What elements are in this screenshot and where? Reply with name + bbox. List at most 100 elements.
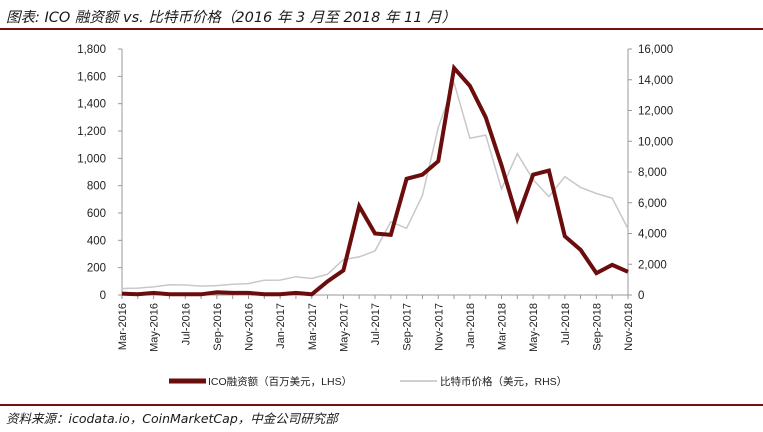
btc-point — [311, 278, 313, 280]
footer-divider — [0, 404, 763, 406]
btc-point — [327, 273, 329, 275]
y-right-tick-label: 12,000 — [638, 106, 673, 118]
ico-point — [279, 294, 281, 296]
btc-point — [264, 279, 266, 281]
ico-point — [517, 218, 519, 220]
ico-point — [248, 292, 250, 294]
source-note: 资料来源：icodata.io，CoinMarketCap，中金公司研究部 — [6, 411, 338, 426]
y-left-tick-label: 600 — [87, 208, 106, 220]
btc-point — [485, 134, 487, 136]
y-right-tick-label: 10,000 — [638, 136, 673, 148]
x-tick-label: Sep-2018 — [591, 303, 603, 351]
y-left-tick-label: 1,200 — [77, 126, 106, 138]
btc-point — [611, 197, 613, 199]
x-tick-label: May-2018 — [528, 303, 540, 352]
ico-point — [232, 292, 234, 294]
x-tick-label: Jul-2018 — [560, 303, 572, 345]
btc-point — [216, 285, 218, 287]
legend-label-ico: ICO融资额（百万美元，LHS） — [208, 375, 352, 388]
btc-series-line — [121, 80, 629, 290]
btc-point — [137, 287, 139, 289]
y-left-tick-label: 1,000 — [77, 153, 106, 165]
btc-point — [501, 188, 503, 190]
ico-point — [295, 292, 297, 294]
btc-point — [295, 276, 297, 278]
ico-point — [580, 249, 582, 251]
btc-point — [121, 288, 123, 290]
x-tick-label: Jul-2017 — [370, 303, 382, 345]
ico-point — [564, 235, 566, 237]
x-tick-label: Nov-2016 — [244, 303, 256, 351]
btc-point — [517, 153, 519, 155]
ico-point — [485, 117, 487, 119]
btc-point — [627, 228, 629, 230]
ico-point — [327, 281, 329, 283]
ico-point — [264, 294, 266, 296]
y-right-tick-label: 0 — [638, 290, 644, 302]
ico-point — [390, 234, 392, 236]
chart-svg: 0 200 400 600 800 1,000 1,200 1,400 1,600 1,800 0 2… — [77, 44, 673, 388]
ico-point — [453, 67, 455, 69]
y-right-tick-label: 4,000 — [638, 229, 667, 241]
ico-point — [532, 174, 534, 176]
ico-point — [358, 205, 360, 207]
btc-point — [358, 256, 360, 258]
ico-point — [121, 293, 123, 295]
btc-point — [390, 221, 392, 223]
btc-series-layer — [121, 80, 629, 290]
y-right-tick-label: 16,000 — [638, 44, 673, 56]
x-tick-label: May-2017 — [338, 303, 350, 352]
btc-point — [153, 286, 155, 288]
ico-series-layer — [121, 63, 629, 297]
x-tick-label: Mar-2018 — [497, 303, 509, 350]
btc-point — [469, 137, 471, 139]
btc-point — [596, 193, 598, 195]
y-left-tick-label: 800 — [87, 181, 106, 193]
ico-point — [611, 264, 613, 266]
ico-point — [184, 294, 186, 296]
ico-point — [596, 272, 598, 274]
y-left-tick-label: 200 — [87, 263, 106, 275]
x-tick-label: Mar-2017 — [307, 303, 319, 350]
btc-point — [200, 285, 202, 287]
ico-point — [153, 292, 155, 294]
y-left-tick-label: 1,800 — [77, 44, 106, 56]
x-tick-label: Mar-2016 — [117, 303, 129, 350]
btc-point — [564, 176, 566, 178]
btc-point — [580, 187, 582, 189]
x-tick-label: May-2016 — [149, 303, 161, 352]
ico-series-line — [121, 63, 629, 297]
chart-title: 图表: ICO 融资额 vs. 比特币价格（2016 年 3 月至 2018 年… — [6, 10, 457, 26]
ico-point — [548, 170, 550, 172]
btc-point — [169, 284, 171, 286]
ico-point — [422, 174, 424, 176]
ico-point — [627, 271, 629, 273]
x-tick-label: Sep-2017 — [402, 303, 414, 351]
legend-label-btc: 比特币价格（美元，RHS） — [440, 375, 567, 388]
btc-point — [422, 195, 424, 197]
title-divider — [0, 28, 763, 30]
btc-point — [248, 283, 250, 285]
x-tick-label: Jul-2016 — [180, 303, 192, 345]
y-left-tick-label: 1,600 — [77, 71, 106, 83]
btc-point — [232, 283, 234, 285]
ico-point — [374, 233, 376, 235]
x-tick-label: Jan-2017 — [275, 303, 287, 349]
x-tick-label: Nov-2018 — [623, 303, 635, 351]
ico-point — [137, 294, 139, 296]
btc-point — [279, 279, 281, 281]
ico-point — [311, 294, 313, 296]
chart-legend: ICO融资额（百万美元，LHS） 比特币价格（美元，RHS） — [169, 375, 567, 388]
ico-point — [501, 164, 503, 166]
y-right-tick-label: 6,000 — [638, 198, 667, 210]
y-left-tick-label: 1,400 — [77, 99, 106, 111]
ico-point — [169, 294, 171, 296]
btc-point — [548, 196, 550, 198]
ico-point — [216, 291, 218, 293]
x-tick-label: Sep-2016 — [212, 303, 224, 351]
y-right-tick-label: 8,000 — [638, 167, 667, 179]
btc-point — [406, 227, 408, 229]
ico-point — [343, 270, 345, 272]
ico-point — [200, 294, 202, 296]
y-left-tick-label: 0 — [100, 290, 106, 302]
